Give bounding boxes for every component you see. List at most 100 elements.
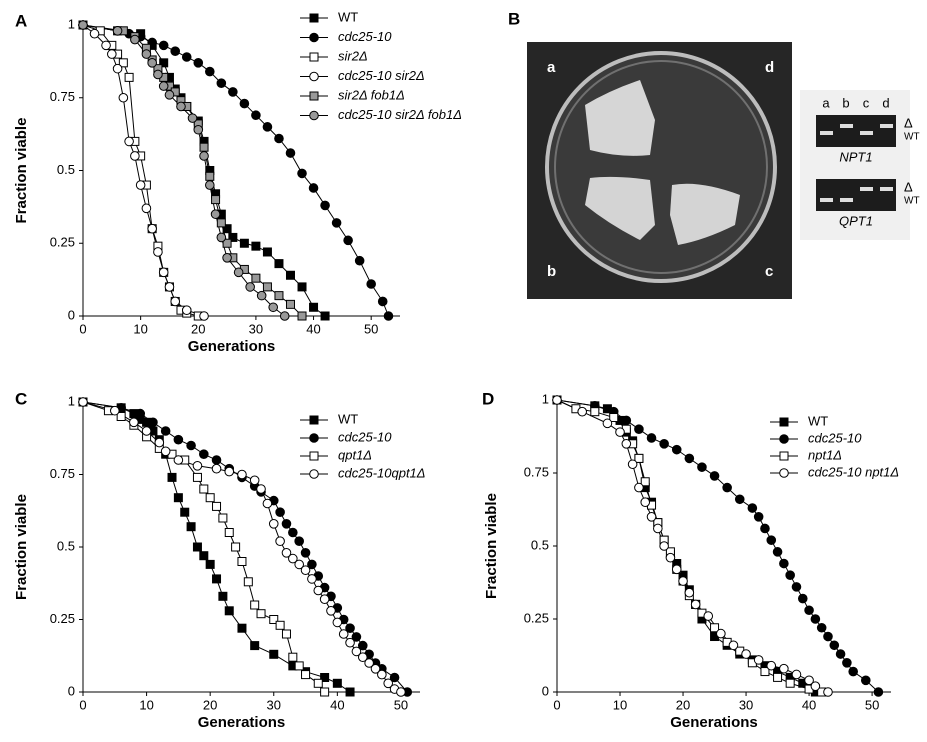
marker (383, 678, 394, 689)
legend-label: sir2Δ (338, 48, 368, 63)
marker (308, 183, 319, 193)
marker (222, 238, 232, 248)
marker (791, 582, 802, 592)
lane-label: c (863, 95, 870, 110)
y-tick-label: 0.5 (57, 538, 75, 553)
marker (320, 687, 330, 697)
marker (760, 523, 770, 534)
marker (268, 302, 279, 313)
marker (199, 449, 209, 460)
marker (297, 282, 307, 292)
marker (274, 133, 284, 144)
marker (135, 408, 146, 419)
marker (224, 466, 235, 477)
marker (141, 426, 152, 436)
marker (181, 305, 192, 315)
marker (646, 433, 657, 443)
x-tick-label: 0 (79, 321, 86, 336)
marker (842, 658, 852, 668)
legend-marker (309, 91, 319, 101)
y-tick-label: 0.5 (531, 537, 549, 552)
marker (269, 615, 279, 624)
legend-marker (309, 52, 319, 62)
marker (251, 110, 261, 121)
legend-marker (309, 433, 319, 443)
marker (222, 252, 232, 263)
marker (753, 512, 764, 522)
marker (256, 484, 266, 494)
marker (239, 238, 249, 248)
marker (709, 471, 720, 481)
band-label: Δ (904, 179, 913, 194)
marker (791, 669, 802, 680)
marker (237, 623, 247, 633)
marker (176, 101, 186, 112)
marker (218, 591, 228, 601)
marker (129, 417, 139, 428)
legend-marker (309, 13, 319, 23)
plate (545, 51, 777, 283)
marker (301, 670, 311, 680)
marker (216, 78, 227, 88)
marker (205, 180, 215, 190)
marker (158, 81, 169, 91)
series-line (556, 399, 829, 693)
x-tick-label: 0 (553, 697, 560, 712)
marker (107, 49, 117, 59)
band (880, 124, 893, 128)
marker (237, 557, 247, 566)
x-tick-label: 10 (133, 321, 147, 336)
y-tick-label: 0.75 (50, 466, 75, 481)
plate-label: a (547, 59, 556, 76)
marker (785, 570, 795, 581)
marker (210, 209, 221, 219)
x-tick-label: 40 (330, 697, 344, 712)
marker (716, 628, 726, 639)
marker (262, 498, 273, 509)
marker (211, 455, 222, 465)
y-tick-label: 0.75 (524, 464, 549, 479)
legend-marker (309, 451, 319, 461)
legend-label: cdc25-10 (338, 429, 392, 444)
colony-b (585, 176, 655, 240)
x-tick-label: 30 (267, 697, 281, 712)
marker (307, 559, 317, 570)
marker (829, 640, 840, 651)
y-tick-label: 0.5 (57, 162, 75, 177)
marker (158, 267, 169, 278)
marker (552, 395, 562, 405)
marker (205, 171, 215, 181)
marker (109, 405, 120, 416)
legend-marker (309, 32, 319, 43)
marker (773, 672, 783, 682)
band (860, 131, 873, 135)
marker (377, 669, 387, 680)
marker (212, 574, 222, 584)
marker (307, 574, 317, 584)
marker (640, 477, 650, 487)
marker (779, 663, 789, 674)
marker (659, 439, 669, 449)
marker (218, 513, 228, 523)
marker (345, 637, 355, 648)
marker (710, 623, 720, 633)
marker (364, 658, 374, 668)
marker (211, 195, 221, 205)
marker (89, 28, 100, 39)
y-tick-label: 0 (542, 683, 549, 698)
panel-letter: C (15, 389, 27, 408)
marker (753, 655, 764, 665)
series-line (82, 24, 199, 317)
x-tick-label: 10 (613, 697, 627, 712)
legend-label: cdc25-10qpt1Δ (338, 465, 426, 480)
marker (275, 536, 285, 547)
y-tick-label: 0.25 (50, 235, 75, 250)
marker (193, 58, 204, 68)
x-axis-label: Generations (198, 714, 286, 731)
band (840, 124, 853, 128)
marker (216, 218, 226, 228)
series-line (82, 401, 351, 693)
marker (118, 58, 128, 68)
legend-label: cdc25-10 sir2Δ fob1Δ (338, 107, 462, 122)
marker (590, 407, 600, 417)
